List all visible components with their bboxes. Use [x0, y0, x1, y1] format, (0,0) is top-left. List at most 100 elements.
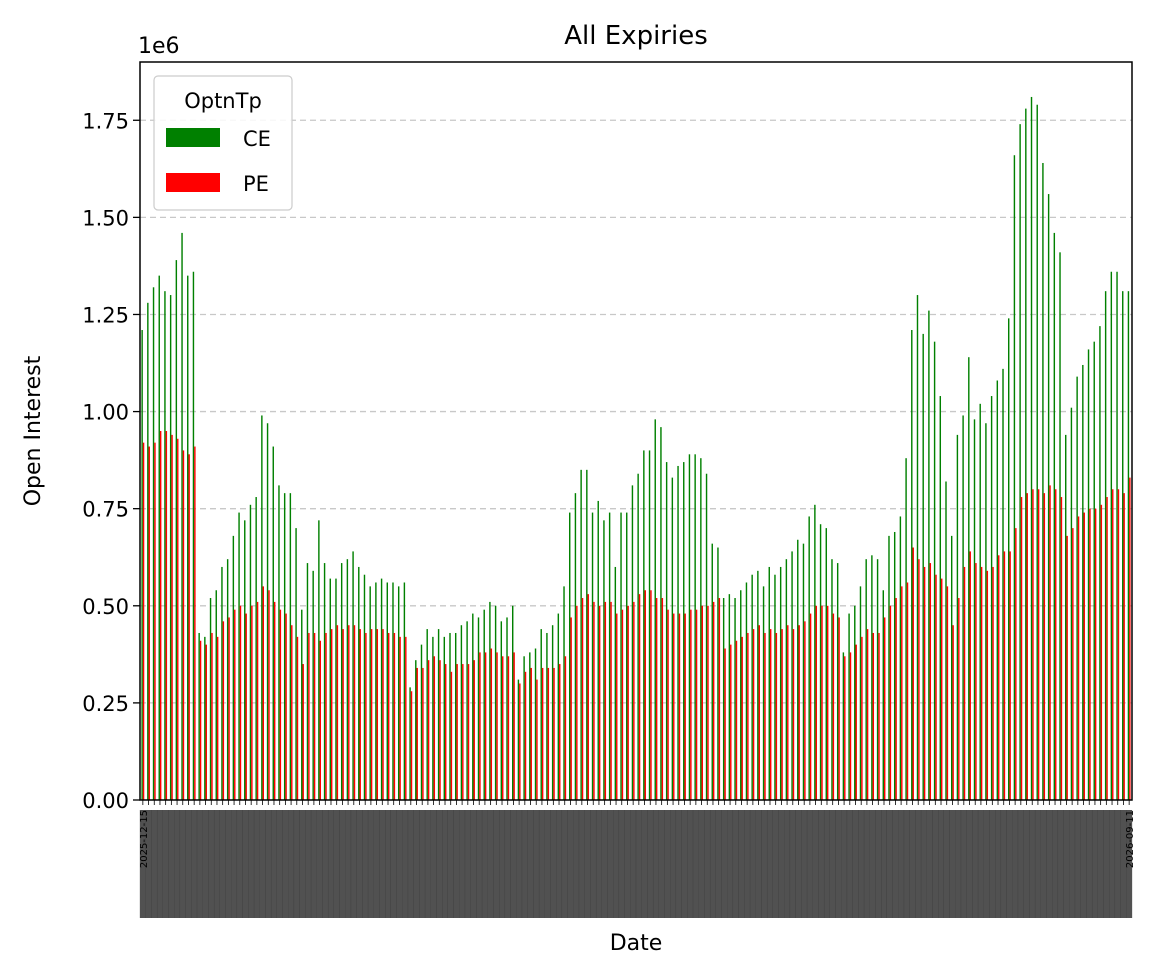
bar-ce	[226, 559, 229, 800]
x-tick-label-mark	[801, 810, 808, 918]
bar-pe	[918, 559, 920, 800]
bar-pe	[199, 640, 202, 800]
bar-pe	[370, 629, 373, 800]
bar-pe	[1055, 489, 1057, 800]
x-tick-label-mark	[584, 810, 591, 918]
bar-ce	[443, 636, 446, 800]
bar-ce	[574, 493, 577, 800]
bar-ce	[420, 644, 423, 800]
x-tick-label-mark	[510, 810, 517, 918]
bar-ce	[312, 570, 314, 800]
bar-pe	[604, 601, 607, 800]
x-tick-label-mark	[1017, 810, 1024, 918]
bar-ce	[363, 574, 366, 800]
bar-pe	[479, 652, 481, 800]
bar-ce	[215, 590, 217, 800]
bar-ce	[825, 528, 827, 800]
bar-pe	[547, 667, 550, 800]
bar-pe	[165, 431, 168, 800]
x-tick-label-mark	[390, 810, 397, 918]
bar-ce	[711, 543, 713, 800]
x-tick-label-mark	[784, 810, 791, 918]
x-tick-label-mark	[231, 810, 238, 918]
bar-pe	[1117, 489, 1120, 800]
bar-ce	[722, 598, 725, 800]
bar-pe	[958, 598, 960, 800]
bar-pe	[1094, 508, 1097, 800]
bar-pe	[1009, 551, 1011, 800]
bar-ce	[620, 512, 622, 800]
x-tick-label-mark	[721, 810, 728, 918]
bar-pe	[467, 664, 470, 800]
x-tick-label-mark	[607, 810, 614, 918]
x-tick-label-mark	[402, 810, 409, 918]
bar-pe	[633, 601, 635, 800]
bar-pe	[809, 613, 812, 800]
bar-pe	[941, 578, 943, 800]
bar-ce	[648, 450, 651, 800]
bar-ce	[1036, 104, 1038, 800]
x-tick-label-mark	[744, 810, 751, 918]
x-tick-label-mark	[795, 810, 802, 918]
bar-pe	[655, 598, 658, 800]
bar-ce	[996, 380, 999, 800]
bar-pe	[273, 601, 276, 800]
bar-ce	[551, 625, 554, 800]
bar-pe	[450, 671, 453, 800]
bar-pe	[963, 566, 966, 800]
x-tick-label-mark	[373, 810, 380, 918]
plot-frame	[139, 61, 1133, 801]
bar-pe	[1043, 493, 1046, 800]
bar-pe	[901, 586, 903, 800]
bar-pe	[376, 629, 379, 800]
x-tick-label-mark	[715, 810, 722, 918]
x-tick-label-mark	[818, 810, 825, 918]
x-tick-label-mark	[1023, 810, 1030, 918]
x-tick-label-mark	[1034, 810, 1041, 918]
bar-pe	[650, 590, 652, 800]
x-tick-label-mark	[145, 810, 152, 918]
bar-pe	[975, 563, 977, 800]
bar-pe	[1066, 535, 1068, 800]
bar-pe	[804, 621, 806, 800]
x-tick-label-mark	[812, 810, 819, 918]
x-tick-label-mark	[185, 810, 192, 918]
bar-ce	[483, 609, 485, 800]
bar-ce	[386, 582, 388, 800]
bar-ce	[1127, 291, 1130, 800]
bar-ce	[916, 295, 919, 800]
bar-ce	[335, 578, 337, 800]
x-tick-label-mark	[259, 810, 266, 918]
bar-pe	[439, 660, 441, 800]
bar-ce	[192, 271, 195, 800]
bar-ce	[614, 566, 617, 800]
bar-ce	[1025, 108, 1027, 800]
x-tick-label-mark	[1114, 810, 1121, 918]
bar-ce	[403, 582, 406, 800]
bar-pe	[855, 644, 857, 800]
bar-ce	[569, 512, 571, 800]
x-tick-label-mark	[293, 810, 300, 918]
x-tick-label-mark	[635, 810, 642, 918]
bar-pe	[268, 590, 270, 800]
x-tick-label-mark	[322, 810, 329, 918]
bar-pe	[906, 582, 909, 800]
bar-pe	[211, 632, 213, 800]
bar-ce	[694, 454, 696, 800]
x-tick-label-mark	[664, 810, 671, 918]
bar-pe	[559, 664, 561, 800]
bar-pe	[895, 598, 897, 800]
bar-pe	[826, 605, 829, 800]
x-tick-label-mark	[618, 810, 625, 918]
bar-pe	[502, 656, 504, 800]
x-tick-label-mark	[949, 810, 956, 918]
x-tick-label-mark	[225, 810, 232, 918]
bar-pe	[194, 446, 196, 800]
bar-ce	[968, 357, 970, 800]
bar-pe	[416, 667, 418, 800]
bar-ce	[272, 446, 274, 800]
bar-pe	[182, 450, 185, 800]
bar-pe	[952, 625, 954, 800]
bar-ce	[928, 310, 930, 800]
x-tick-label-mark	[242, 810, 249, 918]
